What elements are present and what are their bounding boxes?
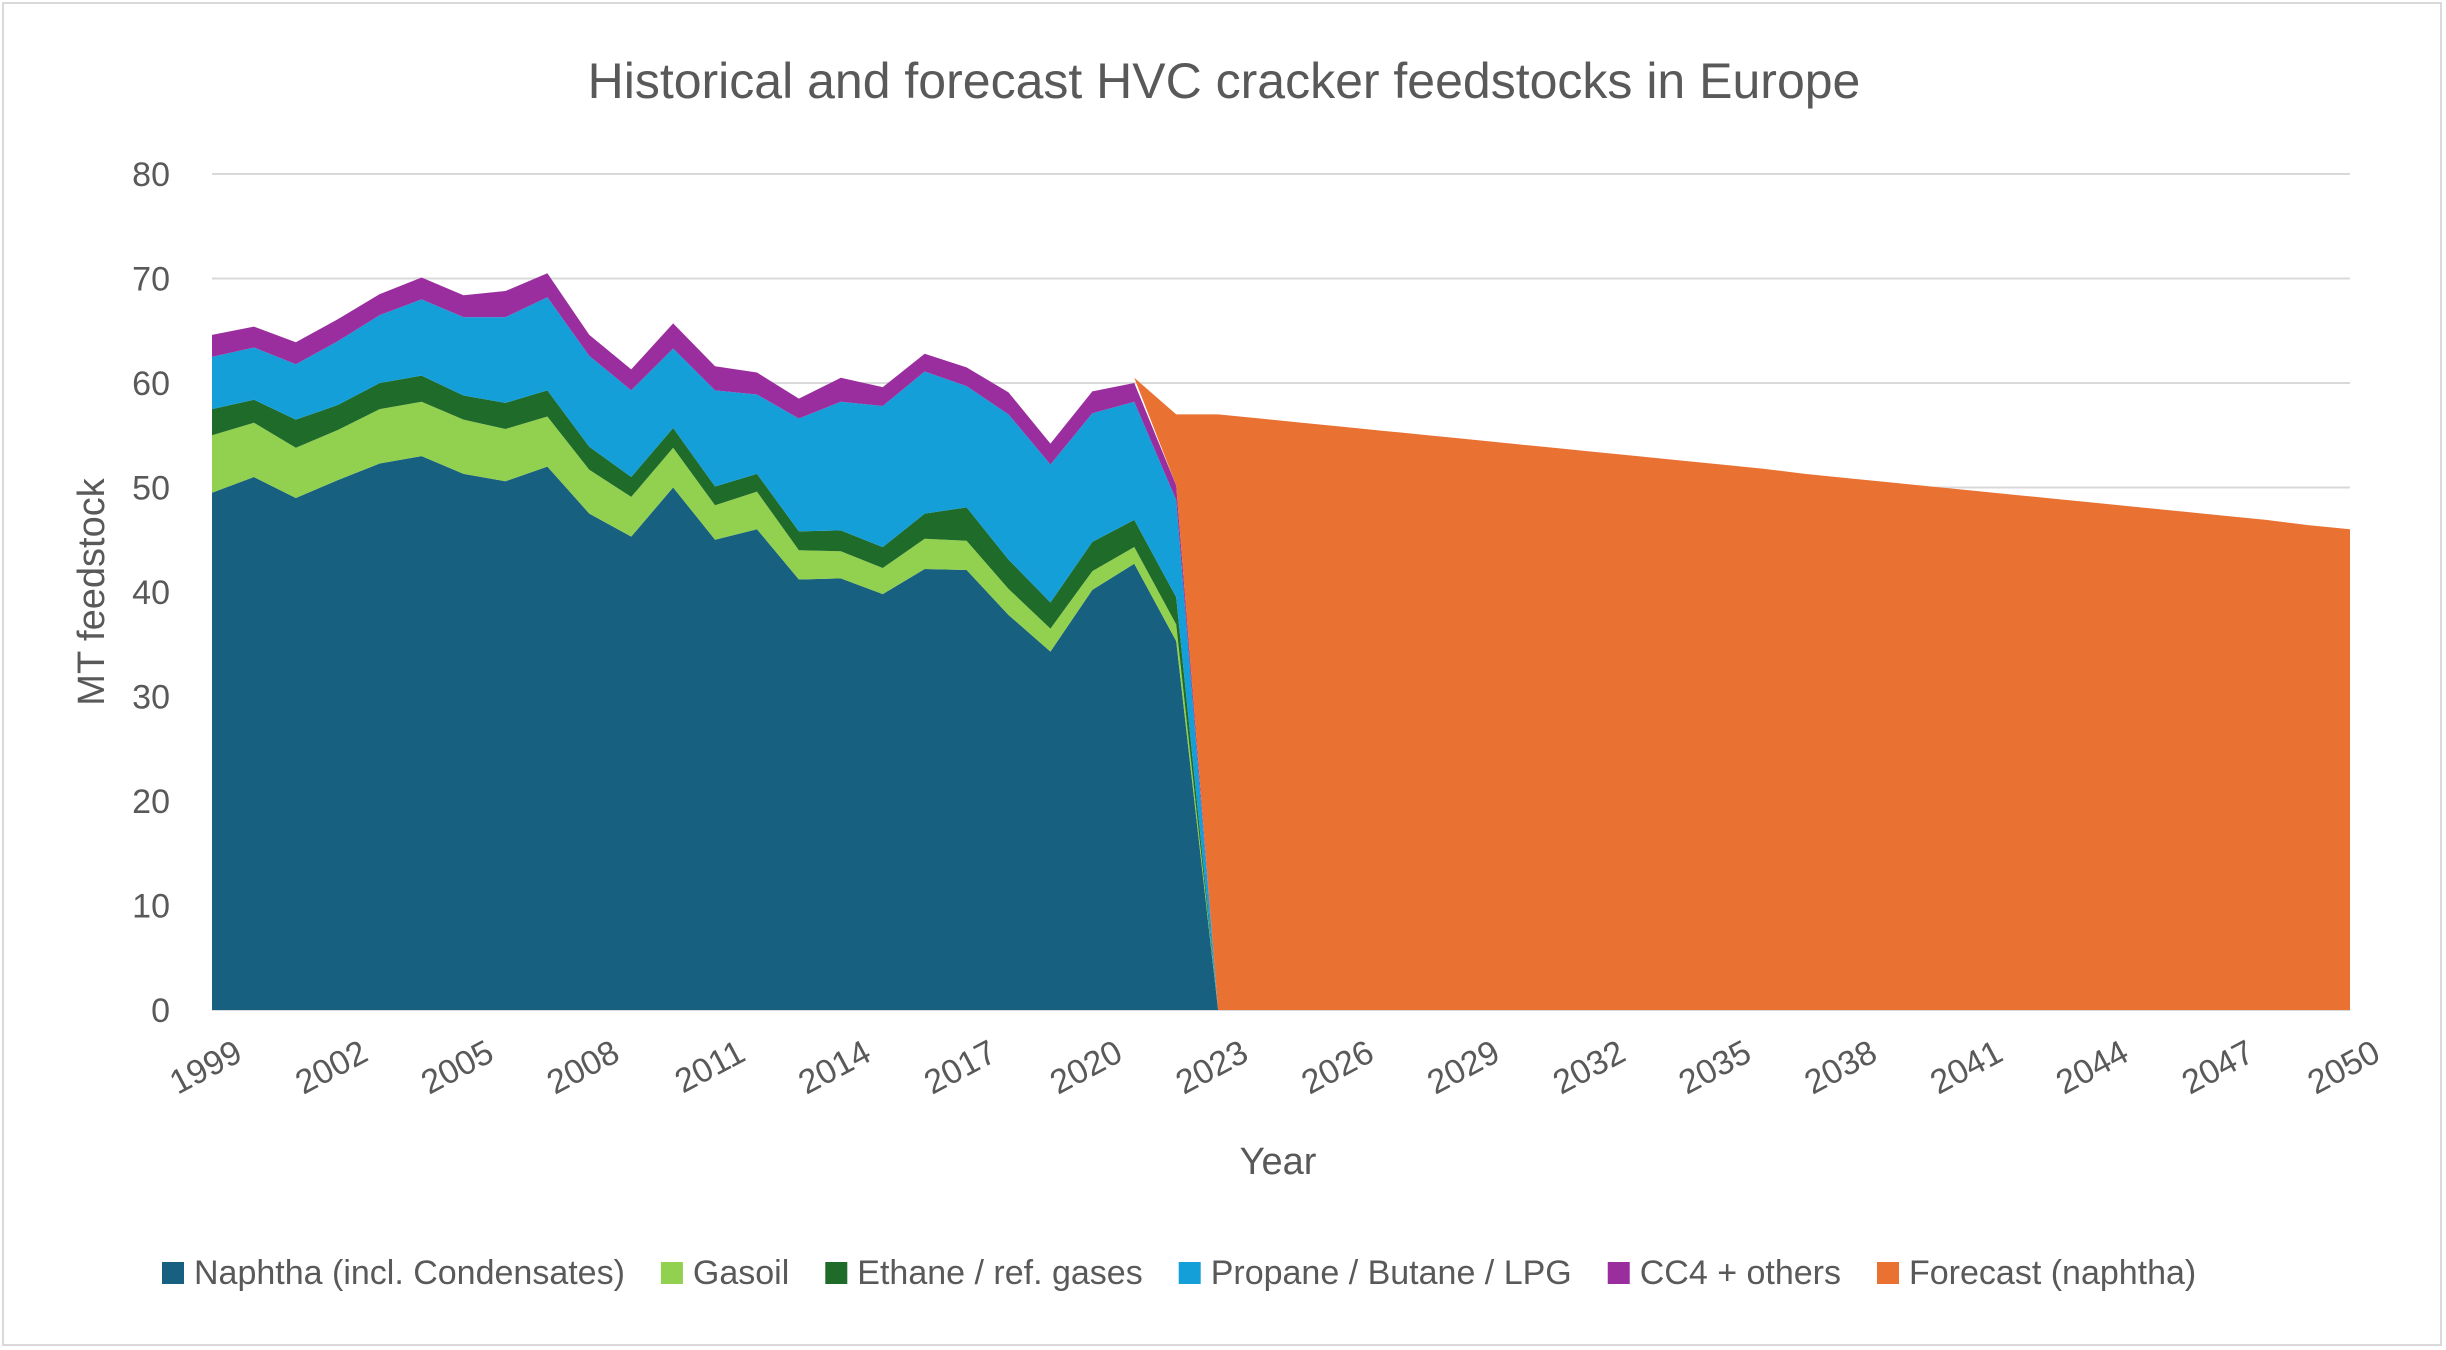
chart-svg: Historical and forecast HVC cracker feed…	[71, 53, 2387, 1292]
legend-swatch	[1178, 1262, 1201, 1284]
legend: Naphtha (incl. Condensates) Gasoil Ethane …	[162, 1254, 2196, 1292]
legend-swatch	[1877, 1262, 1899, 1284]
x-tick-label: 2047	[2176, 1033, 2261, 1102]
area-cc4-others	[212, 273, 1219, 1010]
x-tick-label: 2041	[1924, 1033, 2009, 1102]
x-tick-label: 2002	[289, 1033, 374, 1102]
legend-swatch	[162, 1262, 184, 1284]
x-tick-label: 2050	[2302, 1033, 2387, 1102]
legend-item-label: Propane / Butane / LPG	[1211, 1254, 1572, 1292]
x-tick-label: 2029	[1421, 1033, 1506, 1102]
x-tick-label: 2005	[415, 1033, 500, 1102]
x-tick-label: 1999	[164, 1033, 249, 1102]
legend-item-label: Gasoil	[693, 1254, 789, 1292]
area-gasoil	[212, 401, 1219, 1010]
y-tick-label: 60	[132, 365, 170, 403]
y-tick-label: 30	[132, 679, 170, 717]
x-tick-label: 2032	[1547, 1033, 1632, 1102]
y-tick-label: 70	[132, 261, 170, 299]
y-tick-label: 10	[132, 888, 170, 926]
x-tick-label: 2026	[1295, 1033, 1380, 1102]
x-tick-label: 2044	[2050, 1033, 2135, 1102]
area-naphtha-incl-condensates-	[212, 456, 1219, 1010]
y-tick-label: 20	[132, 783, 170, 821]
x-tick-label: 2020	[1044, 1033, 1129, 1102]
legend-item-label: Naphtha (incl. Condensates)	[194, 1254, 625, 1292]
x-axis-ticks: 1999 2002 2005 2008 2011 2014 2017 2020 2023 2026…	[164, 1033, 2387, 1102]
x-tick-label: 2023	[1170, 1033, 1255, 1102]
legend-swatch	[825, 1262, 848, 1284]
area-forecast-naphtha	[1134, 377, 2350, 1010]
legend-swatch	[1607, 1262, 1630, 1284]
area-ethane-ref-gases	[212, 375, 1219, 1010]
y-axis-title: MT feedstock	[71, 477, 113, 705]
y-tick-label: 50	[132, 470, 170, 508]
area-propane-butane-lpg	[212, 297, 1219, 1010]
legend-item-label: CC4 + others	[1640, 1254, 1841, 1292]
legend-item-label: Ethane / ref. gases	[857, 1254, 1142, 1292]
chart-title: Historical and forecast HVC cracker feed…	[588, 53, 1861, 109]
x-tick-label: 2011	[669, 1033, 751, 1101]
x-tick-label: 2035	[1673, 1033, 1758, 1102]
y-tick-label: 0	[151, 992, 170, 1030]
area-series	[212, 273, 2350, 1010]
x-tick-label: 2038	[1798, 1033, 1883, 1102]
y-axis-ticks: 0 10 20 30 40 50 60 70 80	[132, 156, 170, 1030]
y-tick-label: 40	[132, 574, 170, 612]
legend-item-label: Forecast (naphtha)	[1909, 1254, 2196, 1292]
x-tick-label: 2017	[918, 1033, 1003, 1102]
y-tick-label: 80	[132, 156, 170, 194]
x-tick-label: 2008	[541, 1033, 626, 1102]
x-tick-label: 2014	[792, 1033, 877, 1102]
x-axis-title: Year	[1240, 1141, 1317, 1183]
legend-swatch	[660, 1262, 683, 1284]
